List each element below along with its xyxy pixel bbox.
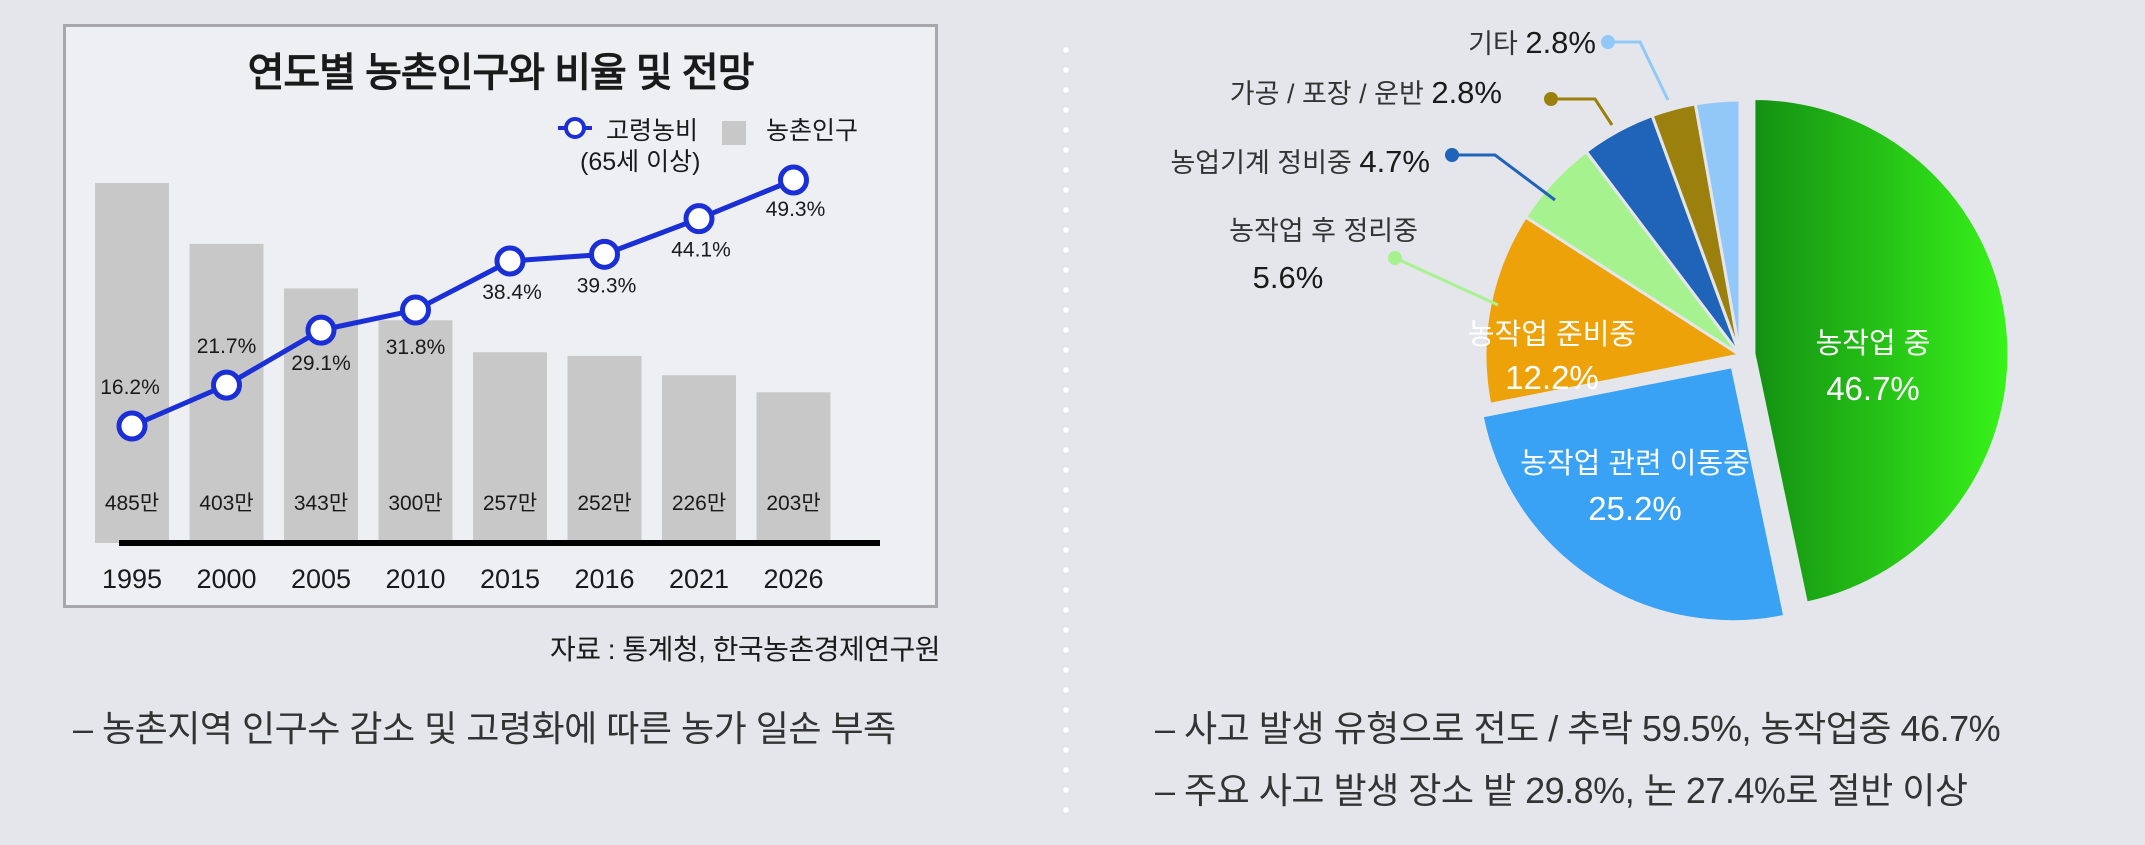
line-value-label: 44.1% <box>671 239 731 262</box>
callout-label: 농업기계 정비중 4.7% <box>1170 144 1430 179</box>
chart-title: 연도별 농촌인구와 비율 및 전망 <box>247 51 755 95</box>
population-bar <box>95 183 169 543</box>
bar-value-label: 343만 <box>294 492 348 515</box>
bar-legend-label: 농촌인구 <box>766 117 859 145</box>
line-legend-marker <box>558 117 592 139</box>
line-value-label: 21.7% <box>197 335 257 358</box>
bar-value-label: 252만 <box>577 492 631 515</box>
source-text: 자료 : 통계청, 한국농촌경제연구원 <box>549 634 941 665</box>
callout-value-text: 2.8% <box>1525 25 1596 60</box>
elderly-ratio-point <box>116 410 148 442</box>
dotted-divider <box>1063 40 1069 820</box>
pie-slice <box>1693 98 1742 356</box>
pie-slice <box>1752 97 2011 605</box>
population-bar <box>473 352 547 543</box>
pie-slice-value: 12.2% <box>1505 359 1599 396</box>
callout-label-text: 기타 <box>1468 29 1525 59</box>
bar-value-label: 403만 <box>199 492 253 515</box>
x-tick-label: 2000 <box>196 564 256 594</box>
elderly-ratio-point <box>400 294 431 326</box>
pie-slice-label: 농작업 준비중 <box>1468 318 1636 351</box>
x-tick-label: 2010 <box>385 564 445 594</box>
left-note: – 농촌지역 인구수 감소 및 고령화에 따른 농가 일손 부족 <box>73 708 896 749</box>
line-value-label: 38.4% <box>482 281 542 304</box>
callout-dot <box>1445 148 1459 162</box>
callout-label: 기타 2.8% <box>1468 25 1596 60</box>
callout-leader-line <box>1608 40 1670 101</box>
bar-value-label: 485만 <box>105 492 159 515</box>
line-legend-label: 고령농비 <box>606 117 699 145</box>
bar-value-label: 300만 <box>388 492 442 515</box>
population-bar <box>662 375 736 543</box>
bar-value-label: 203만 <box>766 492 820 515</box>
elderly-ratio-point <box>589 238 620 270</box>
x-tick-label: 2021 <box>669 564 729 594</box>
bar-legend-swatch <box>722 121 746 145</box>
x-tick-label: 2005 <box>291 564 351 594</box>
line-value-label: 29.1% <box>291 352 351 375</box>
line-value-label: 39.3% <box>577 274 637 297</box>
callout-dot <box>1544 92 1558 106</box>
elderly-ratio-point <box>778 164 809 196</box>
pie-slice-value: 25.2% <box>1588 490 1682 527</box>
pie-slice <box>1480 364 1787 624</box>
callout-leader-line <box>1551 97 1614 126</box>
x-tick-label: 2015 <box>480 564 540 594</box>
callout-dot <box>1388 251 1402 265</box>
population-bar <box>756 392 831 543</box>
callout-label: 가공 / 포장 / 운반 2.8% <box>1230 75 1502 110</box>
pie-slice <box>1483 214 1744 407</box>
elderly-ratio-point <box>494 245 526 277</box>
line-legend-sublabel: (65세 이상) <box>580 148 701 176</box>
elderly-ratio-line <box>131 177 795 429</box>
population-bar <box>567 355 642 543</box>
line-value-label: 16.2% <box>100 376 160 399</box>
callout-label-text: 농업기계 정비중 <box>1170 148 1359 178</box>
callout-dot <box>1601 35 1615 49</box>
elderly-ratio-point <box>211 369 242 401</box>
callout-leader-line <box>1394 256 1499 307</box>
pie-slice-value: 46.7% <box>1826 370 1920 407</box>
elderly-ratio-point <box>305 314 337 346</box>
x-tick-label: 2026 <box>763 564 823 594</box>
pie-slice-label: 농작업 중 <box>1816 327 1931 360</box>
population-bar <box>378 320 453 543</box>
callout-value-text: 2.8% <box>1431 75 1502 110</box>
line-value-label: 49.3% <box>766 198 826 221</box>
bar-value-label: 226만 <box>672 492 726 515</box>
pie-slice-label: 농작업 관련 이동중 <box>1520 447 1750 480</box>
callout-label-text: 가공 / 포장 / 운반 <box>1230 79 1432 109</box>
callout-value: 5.6% <box>1253 260 1324 295</box>
callout-value-text: 4.7% <box>1359 144 1430 179</box>
x-tick-label: 1995 <box>102 564 162 594</box>
callout-label: 농작업 후 정리중 <box>1229 216 1418 246</box>
right-note-2: – 주요 사고 발생 장소 밭 29.8%, 논 27.4%로 절반 이상 <box>1155 770 1968 811</box>
x-tick-label: 2016 <box>574 564 634 594</box>
bar-value-label: 257만 <box>483 492 537 515</box>
right-note-1: – 사고 발생 유형으로 전도 / 추락 59.5%, 농작업중 46.7% <box>1155 708 2001 749</box>
line-value-label: 31.8% <box>386 336 446 359</box>
elderly-ratio-point <box>683 203 715 235</box>
callout-leader-line <box>1452 153 1556 202</box>
